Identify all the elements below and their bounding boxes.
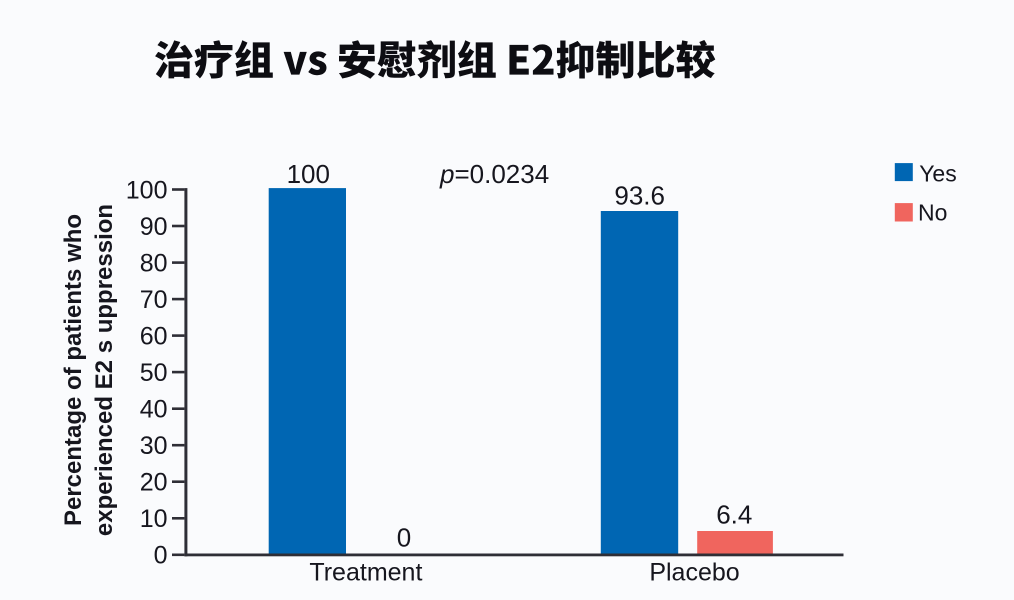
svg-text:Yes: Yes: [919, 161, 957, 187]
svg-text:20: 20: [140, 469, 168, 497]
svg-text:100: 100: [126, 176, 168, 204]
svg-text:70: 70: [140, 286, 168, 314]
svg-text:50: 50: [140, 359, 168, 387]
svg-text:10: 10: [140, 505, 168, 533]
svg-text:Treatment: Treatment: [309, 558, 422, 586]
svg-text:No: No: [918, 200, 947, 226]
svg-text:Percentage of patients who: Percentage of patients who: [60, 214, 87, 526]
svg-text:0: 0: [154, 542, 168, 570]
svg-text:p=0.0234: p=0.0234: [439, 159, 549, 189]
svg-text:experienced E2 s uppression: experienced E2 s uppression: [91, 204, 118, 536]
svg-text:80: 80: [140, 249, 168, 277]
svg-text:90: 90: [140, 213, 168, 241]
svg-text:40: 40: [140, 396, 168, 424]
svg-text:Placebo: Placebo: [649, 558, 739, 586]
svg-text:30: 30: [140, 432, 168, 460]
svg-text:93.6: 93.6: [614, 180, 665, 210]
svg-text:6.4: 6.4: [716, 500, 752, 530]
svg-text:60: 60: [140, 322, 168, 350]
svg-text:100: 100: [287, 159, 330, 189]
svg-text:0: 0: [397, 523, 411, 553]
